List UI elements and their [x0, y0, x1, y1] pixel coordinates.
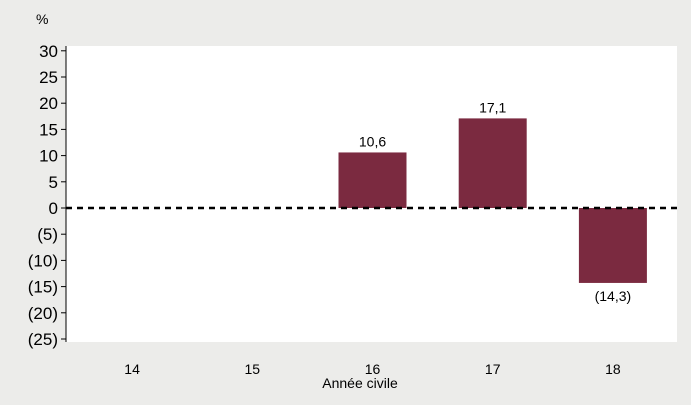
y-axis-unit: %: [36, 11, 48, 27]
x-axis-title: Année civile: [322, 375, 398, 391]
x-tick-label: 18: [605, 361, 621, 377]
y-tick-label: 5: [49, 173, 58, 192]
x-tick-label: 17: [485, 361, 501, 377]
y-tick-label: 0: [49, 199, 58, 218]
y-tick-label: 10: [39, 147, 58, 166]
y-tick-label: (10): [28, 251, 58, 270]
bar-16: [338, 152, 407, 208]
data-label-18: (14,3): [595, 288, 632, 304]
y-tick-label: 15: [39, 120, 58, 139]
y-tick-label: (5): [37, 225, 58, 244]
data-label-17: 17,1: [479, 99, 506, 115]
x-tick-label: 14: [124, 361, 140, 377]
y-tick-label: 30: [39, 42, 58, 61]
y-tick-label: 20: [39, 94, 58, 113]
bar-18: [578, 208, 647, 283]
x-tick-label: 15: [245, 361, 261, 377]
data-labels: 10,6 17,1 (14,3): [359, 99, 631, 304]
y-tick-label: (15): [28, 278, 58, 297]
y-tick-label: (25): [28, 330, 58, 349]
data-label-16: 10,6: [359, 133, 386, 149]
bars: [338, 118, 647, 283]
x-tick-label: 16: [365, 361, 381, 377]
bar-17: [458, 118, 527, 208]
y-axis-ticks: 30 25 20 15 10 5 0 (5) (10) (15) (20) (25): [28, 42, 66, 349]
y-tick-label: 25: [39, 68, 58, 87]
y-tick-label: (20): [28, 304, 58, 323]
x-axis-ticks: 14 15 16 17 18: [124, 361, 621, 377]
